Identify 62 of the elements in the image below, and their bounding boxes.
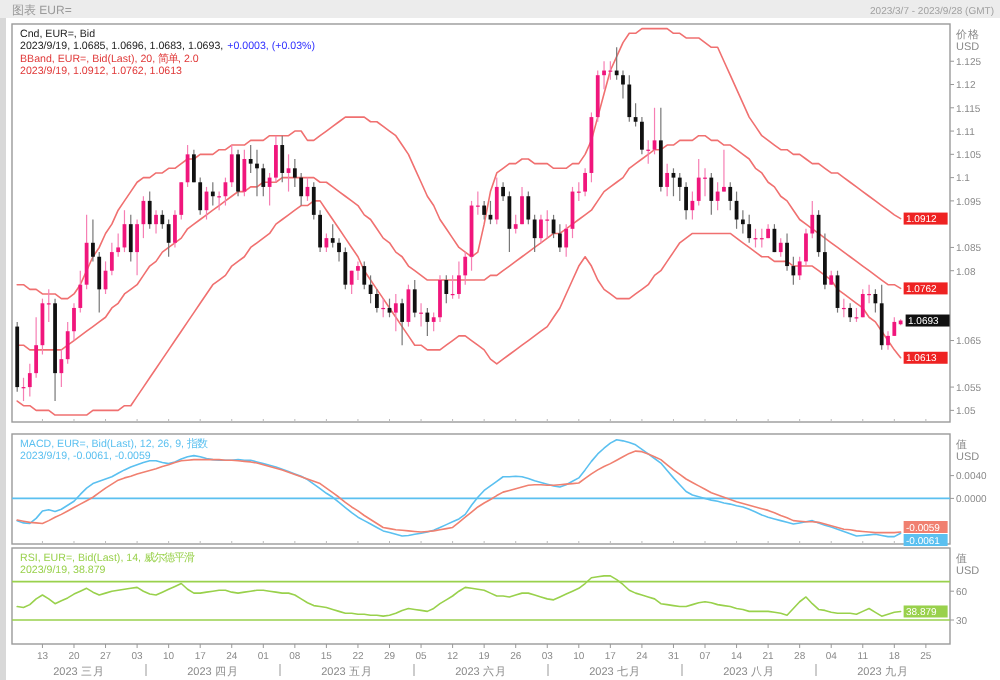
candlestick (539, 214, 543, 244)
candlestick (690, 190, 695, 221)
candlestick (59, 349, 64, 388)
candlestick (557, 223, 562, 253)
candlestick (292, 158, 297, 188)
candlestick (274, 135, 278, 183)
candlestick (848, 302, 853, 323)
candlestick (532, 214, 537, 253)
candlestick (595, 69, 600, 123)
candlestick (128, 214, 133, 262)
candlestick (109, 242, 114, 276)
candlestick (457, 260, 461, 300)
candlestick (785, 232, 789, 272)
candlestick (728, 181, 733, 211)
candlestick (362, 260, 367, 290)
candlestick (823, 232, 827, 290)
candlestick (879, 284, 884, 351)
candlestick (860, 288, 865, 318)
candlestick (747, 214, 752, 244)
candlestick (154, 209, 158, 235)
candlestick (425, 307, 430, 337)
candlestick (494, 177, 499, 225)
candlestick (696, 158, 701, 207)
candlestick (444, 274, 449, 304)
candlestick (684, 181, 688, 221)
candlestick (501, 181, 505, 202)
candlestick (526, 190, 531, 225)
candlestick (374, 288, 379, 314)
candlestick (34, 316, 39, 379)
candlestick (160, 209, 165, 230)
candlestick (84, 214, 89, 290)
candlestick (722, 149, 726, 193)
candlestick (658, 107, 663, 193)
candlestick (583, 167, 588, 197)
candlestick (356, 260, 360, 281)
candlestick (400, 298, 405, 346)
candlestick (191, 149, 196, 183)
candlestick (482, 200, 487, 221)
candlestick (665, 163, 670, 197)
candlestick (166, 218, 171, 258)
candlestick (438, 274, 442, 323)
candlestick (640, 116, 644, 155)
candlestick (198, 177, 203, 216)
candlestick (236, 149, 240, 197)
candlestick (135, 218, 139, 276)
candlestick (627, 74, 632, 123)
candlestick (873, 288, 878, 314)
candlestick (513, 214, 518, 235)
candlestick (564, 223, 569, 258)
candlestick (715, 181, 720, 211)
candlestick (412, 279, 417, 318)
candlestick (343, 246, 348, 290)
candlestick (886, 330, 890, 351)
candlestick (242, 149, 247, 197)
candlestick (520, 186, 524, 225)
candlestick (229, 144, 234, 188)
candlestick (299, 172, 304, 207)
candlestick (393, 293, 398, 332)
candlestick (709, 172, 714, 216)
candlestick (147, 190, 152, 230)
candlestick (778, 237, 783, 258)
candlestick (280, 135, 285, 183)
